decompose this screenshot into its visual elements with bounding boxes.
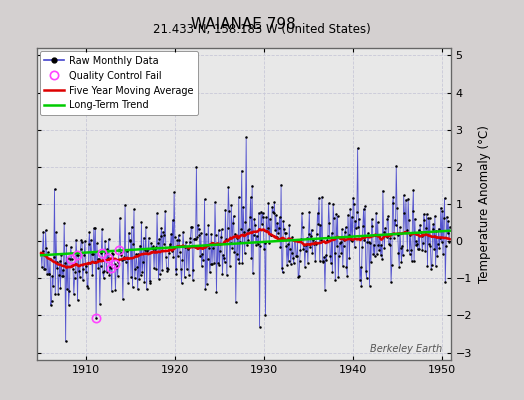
Text: Berkeley Earth: Berkeley Earth bbox=[370, 344, 442, 354]
Y-axis label: Temperature Anomaly (°C): Temperature Anomaly (°C) bbox=[477, 125, 490, 283]
Title: WAIANAE 798: WAIANAE 798 bbox=[191, 16, 296, 32]
Text: 21.433 N, 158.183 W (United States): 21.433 N, 158.183 W (United States) bbox=[153, 24, 371, 36]
Legend: Raw Monthly Data, Quality Control Fail, Five Year Moving Average, Long-Term Tren: Raw Monthly Data, Quality Control Fail, … bbox=[40, 51, 198, 115]
